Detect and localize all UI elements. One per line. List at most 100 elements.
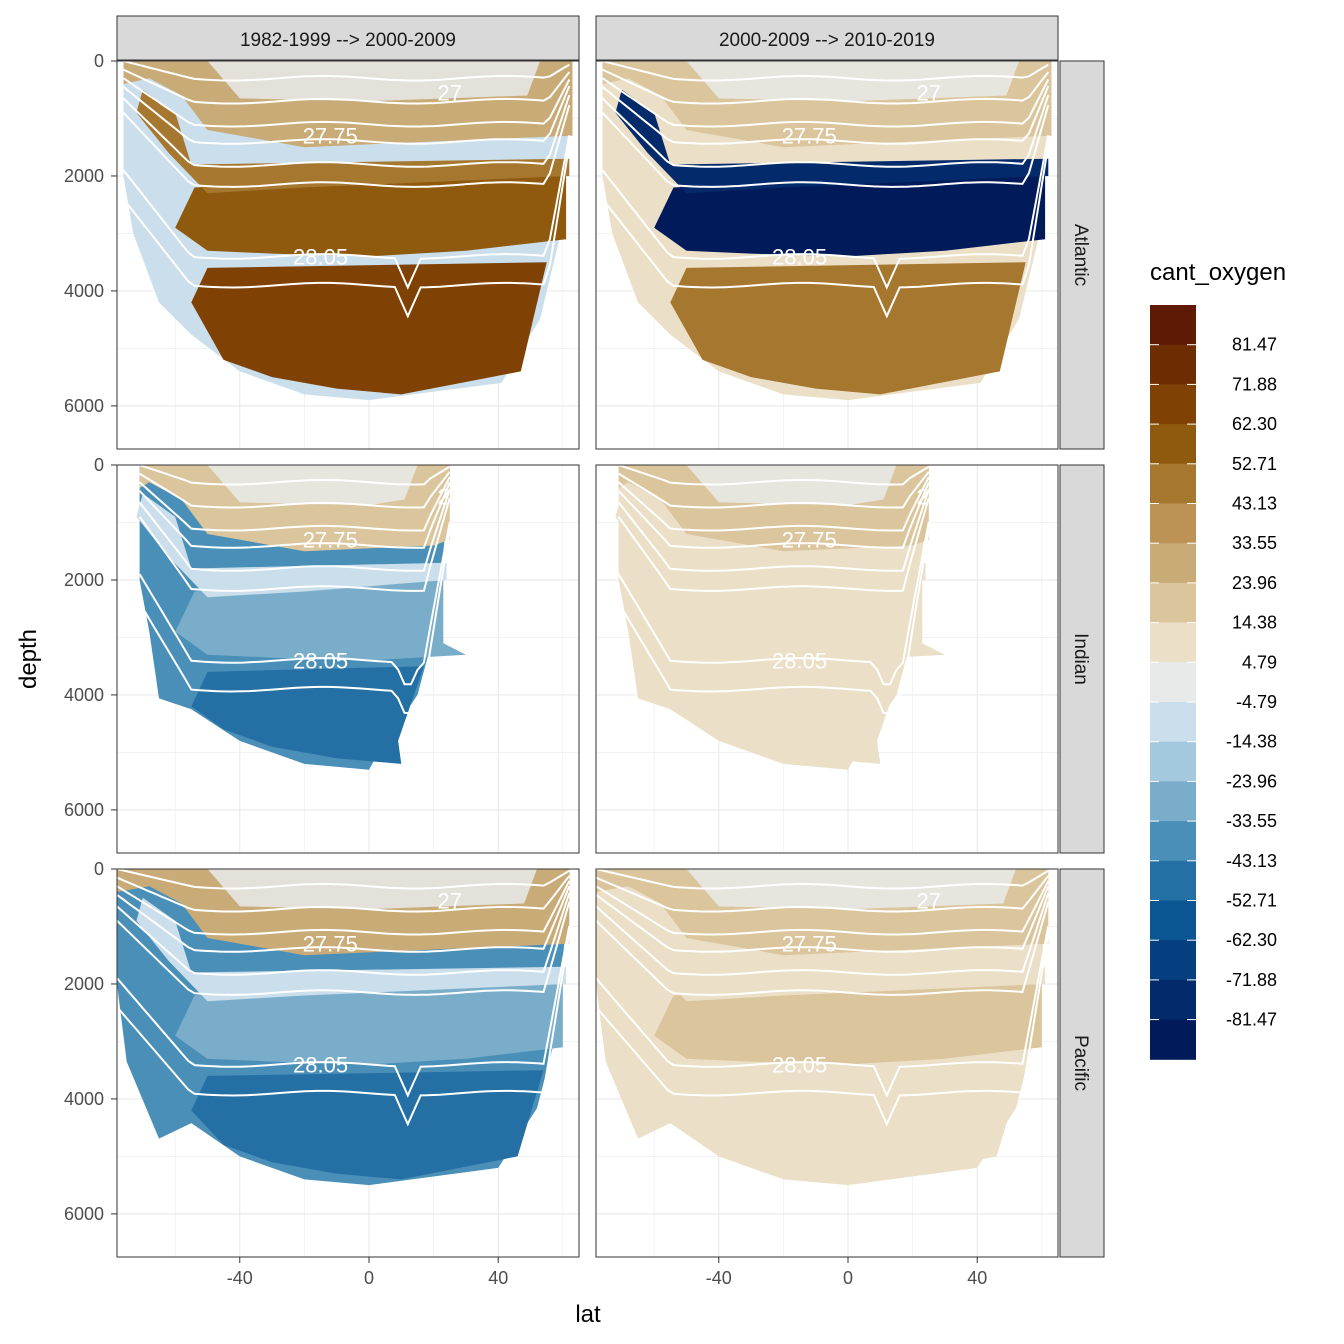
legend-label: 33.55 [1232,533,1277,553]
y-tick-label: 6000 [64,396,104,416]
legend-label: -43.13 [1226,851,1277,871]
legend-swatch [1150,344,1196,385]
legend-swatch [1150,702,1196,743]
legend-label: 4.79 [1242,652,1277,672]
legend-label: -23.96 [1226,771,1277,791]
y-tick-label: 0 [94,455,104,475]
isopycnal-label: 27.75 [782,932,837,957]
legend-label: -52.71 [1226,891,1277,911]
legend-label: -62.30 [1226,930,1277,950]
y-tick-label: 0 [94,859,104,879]
isopycnal-label: 27.75 [782,124,837,149]
legend: cant_oxygen 81.47 71.88 62.30 52.71 43.13 33.… [1150,259,1286,1060]
legend-swatch [1150,1019,1196,1060]
legend-swatch [1150,424,1196,465]
panel-pacific-period1: 27 27.75 28.05 [117,869,579,1257]
filled-contours [602,61,1052,401]
y-tick-label: 0 [94,51,104,71]
isopycnal-label: 27.75 [782,528,837,553]
legend-swatch [1150,305,1196,346]
x-tick-label: -40 [227,1268,253,1288]
isopycnal-label: 27 [438,81,462,106]
y-tick-label: 4000 [64,685,104,705]
row-strip-indian-label: Indian [1070,633,1091,685]
filled-contours [596,869,1049,1186]
filled-contours [123,61,573,401]
isopycnal-label: 27 [438,889,462,914]
isopycnal-label: 27 [438,485,462,510]
column-strip-1-label: 1982-1999 --> 2000-2009 [240,30,456,51]
isopycnal-label: 27 [917,81,941,106]
panel-atlantic-period1: 27 27.75 28.05 [117,61,579,449]
legend-label: 81.47 [1232,335,1277,355]
isopycnals [601,61,1050,319]
y-tick-label: 4000 [64,1089,104,1109]
legend-swatch [1150,543,1196,584]
legend-swatch [1150,662,1196,703]
row-strip-atlantic: Atlantic [1059,60,1105,450]
isopycnal-label: 27.75 [303,528,358,553]
x-tick-label: 40 [967,1268,987,1288]
row-strip-pacific-label: Pacific [1070,1035,1091,1091]
legend-label: 52.71 [1232,454,1277,474]
y-axis: 0 2000 4000 6000 0 2000 4000 6000 0 2000 4000 6000 [64,51,117,1224]
legend-label: -14.38 [1226,732,1277,752]
isopycnals [117,869,571,1127]
field-abyssal [191,1070,544,1180]
x-tick-label: -40 [706,1268,732,1288]
legend-swatch [1150,781,1196,822]
isopycnal-label: 28.05 [293,1052,348,1077]
field-abyssal [191,262,547,395]
y-axis-title: depth [15,629,42,689]
legend-swatch [1150,622,1196,663]
row-strip-atlantic-label: Atlantic [1070,224,1091,286]
panel-borders [116,60,1059,1258]
panel-indian-period1: 27 27.75 28.05 [117,465,579,853]
legend-label: 43.13 [1232,494,1277,514]
field-surface [207,465,418,506]
isopycnal-label: 27.75 [303,932,358,957]
legend-swatch [1150,979,1196,1021]
x-tick-label: 0 [364,1268,374,1288]
field-abyssal [670,262,1026,395]
isopycnal-label: 28.05 [772,1052,827,1077]
x-axis-title: lat [575,1301,601,1328]
isopycnal-label: 28.05 [293,244,348,269]
legend-label: 62.30 [1232,414,1277,434]
y-tick-label: 6000 [64,800,104,820]
legend-keys: 81.47 71.88 62.30 52.71 43.13 33.55 23.96 14.38… [1150,305,1277,1060]
row-strip-pacific: Pacific [1059,868,1105,1258]
panel-atlantic-period2: 27 27.75 28.05 [596,61,1058,449]
legend-swatch [1150,900,1196,941]
legend-label: 23.96 [1232,573,1277,593]
field-surface [686,869,1016,910]
legend-swatch [1150,582,1196,624]
field-surface [686,465,897,506]
column-strip-2-label: 2000-2009 --> 2010-2019 [719,30,935,51]
legend-swatch [1150,741,1196,782]
legend-title: cant_oxygen [1150,259,1286,286]
isopycnal-label: 27 [917,485,941,510]
legend-swatch [1150,463,1196,504]
legend-swatch [1150,384,1196,425]
legend-swatch [1150,821,1196,862]
x-tick-label: 40 [488,1268,508,1288]
x-tick-label: 0 [843,1268,853,1288]
isopycnal-label: 27 [917,889,941,914]
isopycnal-label: 28.05 [772,648,827,673]
legend-label: -71.88 [1226,970,1277,990]
isopycnals [596,869,1050,1127]
column-strip-2: 2000-2009 --> 2010-2019 [595,15,1059,61]
y-tick-label: 2000 [64,166,104,186]
x-axis: -40 0 40 -40 0 40 [227,1257,987,1288]
field-surface [207,61,541,102]
legend-swatch [1150,503,1196,544]
isopycnal-label: 27.75 [303,124,358,149]
y-tick-label: 4000 [64,281,104,301]
legend-swatch [1150,940,1196,981]
column-strip-1: 1982-1999 --> 2000-2009 [116,15,580,61]
legend-label: -81.47 [1226,1010,1277,1030]
field-surface [686,61,1020,102]
panel-pacific-period2: 27 27.75 28.05 [596,869,1058,1257]
